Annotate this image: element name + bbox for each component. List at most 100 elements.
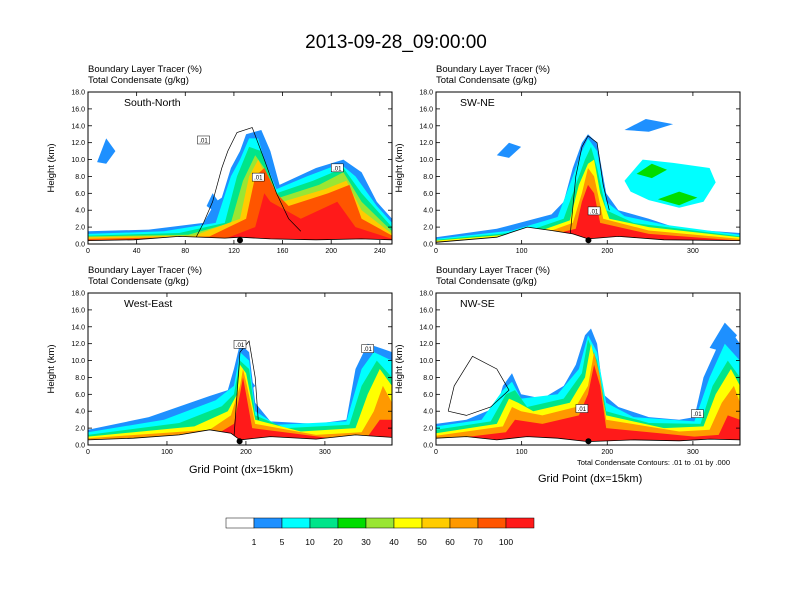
- panel2-label-condensate: Total Condensate (g/kg): [436, 75, 537, 86]
- y-tick-label: 12.0: [71, 341, 85, 348]
- colorbar-swatch: [253, 517, 283, 529]
- condensate-contour: [569, 135, 610, 239]
- tracer-field-level-1: [496, 142, 522, 158]
- contour-label: .01: [587, 206, 601, 215]
- colorbar-swatch: [281, 517, 311, 529]
- condensate-contour: [194, 127, 302, 241]
- panel-west-east: .01 .01 West-East 0.0 2.0 4.0 6.0 8.0 10.0 12.0 14…: [46, 291, 393, 456]
- y-tick-label: 10.0: [419, 358, 433, 365]
- x-tick-label: 120: [228, 248, 240, 255]
- x-tick-label: 100: [161, 449, 173, 456]
- svg-text:.01: .01: [693, 412, 702, 418]
- x-tick-label: 40: [133, 248, 141, 255]
- panel-name: SW-NE: [460, 97, 495, 109]
- y-tick-label: 8.0: [423, 174, 433, 181]
- y-tick-label: 14.0: [419, 324, 433, 331]
- y-tick-label: 4.0: [75, 208, 85, 215]
- tracer-field-level-1: [97, 138, 116, 164]
- y-tick-label: 16.0: [419, 307, 433, 314]
- colorbar-swatch: [309, 517, 339, 529]
- contour-label: .01: [251, 172, 265, 182]
- colorbar-label: 100: [499, 537, 513, 547]
- location-marker: [585, 438, 592, 445]
- tracer-field-level-1: [624, 119, 674, 132]
- colorbar-label: 70: [473, 537, 483, 547]
- x-tick-label: 160: [277, 248, 289, 255]
- location-marker: [236, 438, 243, 445]
- tracer-field-level-10: [442, 364, 740, 445]
- x-tick-label: 100: [516, 248, 528, 255]
- y-tick-label: 2.0: [423, 426, 433, 433]
- y-tick-label: 16.0: [419, 106, 433, 113]
- x-tick-label: 300: [687, 248, 699, 255]
- panel-sw-ne: .01 SW-NE 0.0 2.0 4.0 6.0 8.0 10.0 12.0 14.0 16.0 1…: [394, 90, 741, 255]
- x-tick-label: 200: [601, 248, 613, 255]
- location-marker: [585, 237, 592, 244]
- colorbar-swatch: [505, 517, 535, 529]
- tracer-field-level-4: [636, 163, 667, 179]
- svg-text:.01: .01: [364, 347, 373, 353]
- y-tick-label: 4.0: [423, 409, 433, 416]
- y-tick-label: 16.0: [71, 106, 85, 113]
- y-tick-label: 18.0: [419, 291, 433, 298]
- panel-name: West-East: [124, 298, 172, 310]
- y-tick-label: 6.0: [75, 191, 85, 198]
- panel3-label-tracer: Boundary Layer Tracer (%): [88, 265, 203, 276]
- x-axis-title-right: Grid Point (dx=15km): [538, 473, 643, 485]
- y-tick-label: 2.0: [423, 225, 433, 232]
- condensate-contour: [447, 355, 510, 416]
- panel3-label-condensate: Total Condensate (g/kg): [88, 276, 189, 287]
- colorbar-swatch: [449, 517, 479, 529]
- y-tick-label: 6.0: [423, 191, 433, 198]
- y-tick-label: 2.0: [75, 426, 85, 433]
- x-tick-label: 0: [86, 449, 90, 456]
- panel1-label-condensate: Total Condensate (g/kg): [88, 75, 189, 86]
- svg-text:.01: .01: [199, 138, 208, 144]
- x-axis-title-left: Grid Point (dx=15km): [189, 464, 294, 476]
- contour-note: Total Condensate Contours: .01 to .01 by…: [577, 458, 731, 467]
- x-tick-label: 300: [687, 449, 699, 456]
- colorbar-swatch: [477, 517, 507, 529]
- y-tick-label: 14.0: [71, 123, 85, 130]
- y-tick-label: 8.0: [423, 375, 433, 382]
- colorbar-swatch: [365, 517, 395, 529]
- x-tick-label: 0: [86, 248, 90, 255]
- tracer-field-level-10: [103, 193, 392, 244]
- y-tick-label: 10.0: [71, 157, 85, 164]
- y-tick-label: 14.0: [419, 123, 433, 130]
- colorbar-label: 40: [389, 537, 399, 547]
- main-title: 2013-09-28_09:00:00: [305, 32, 487, 53]
- y-tick-label: 12.0: [419, 140, 433, 147]
- y-tick-label: 2.0: [75, 225, 85, 232]
- panel2-label-tracer: Boundary Layer Tracer (%): [436, 64, 551, 75]
- colorbar-swatch: [421, 517, 451, 529]
- y-tick-label: 6.0: [423, 392, 433, 399]
- y-tick-label: 8.0: [75, 375, 85, 382]
- panel-name: South-North: [124, 97, 181, 109]
- contour-label: .01: [575, 404, 589, 413]
- y-tick-label: 4.0: [423, 208, 433, 215]
- colorbar-label: 10: [305, 537, 315, 547]
- tracer-field-level-4: [657, 191, 698, 206]
- panel-nw-se: .01 .01 NW-SE 0.0 2.0 4.0 6.0 8.0 10.0 12.0 14.0 16…: [394, 291, 741, 456]
- x-tick-label: 0: [434, 248, 438, 255]
- y-tick-label: 12.0: [419, 341, 433, 348]
- y-axis-title: Height (km): [46, 143, 57, 192]
- location-marker: [237, 237, 243, 244]
- y-tick-label: 18.0: [71, 90, 85, 97]
- svg-text:.01: .01: [236, 343, 245, 349]
- contour-label: .01: [233, 340, 247, 349]
- colorbar-swatch: [393, 517, 423, 529]
- svg-text:.01: .01: [590, 209, 599, 215]
- y-tick-label: 0.0: [423, 443, 433, 450]
- panel1-label-tracer: Boundary Layer Tracer (%): [88, 64, 203, 75]
- contour-label: .01: [691, 409, 704, 418]
- y-tick-label: 18.0: [71, 291, 85, 298]
- x-tick-label: 300: [319, 449, 331, 456]
- panel-name: NW-SE: [460, 298, 495, 310]
- x-tick-label: 200: [325, 248, 337, 255]
- svg-text:.01: .01: [254, 176, 263, 182]
- panel-south-north: .01 .01 .01 South-North 0.0 2.0 4.0 6.0 8.0 10.0 1…: [46, 90, 393, 255]
- y-tick-label: 4.0: [75, 409, 85, 416]
- colorbar-label: 5: [280, 537, 285, 547]
